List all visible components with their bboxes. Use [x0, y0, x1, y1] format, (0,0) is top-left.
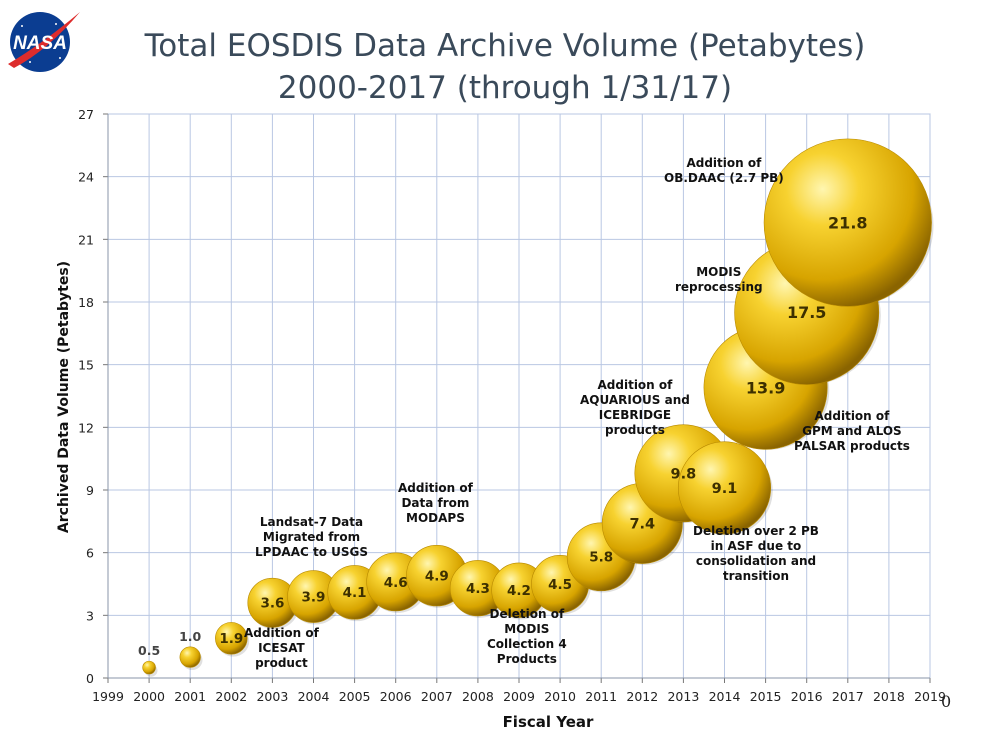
x-axis-label: Fiscal Year [503, 713, 594, 731]
x-tick-label: 1999 [92, 689, 124, 704]
x-tick-label: 2002 [215, 689, 247, 704]
x-tick-label: 2017 [832, 689, 864, 704]
data-label-2010: 4.5 [548, 577, 572, 593]
data-labels: 0.5 1.0 1.9 3.6 3.9 4.1 4.6 4.9 4.3 4.2 4.5 5.8 7.4 9… [138, 213, 868, 658]
bubble-2000 [142, 660, 156, 675]
y-axis-label: Archived Data Volume (Petabytes) [56, 261, 72, 533]
y-tick-label: 21 [78, 232, 94, 247]
x-tick-label: 2008 [462, 689, 494, 704]
x-tick-label: 2014 [709, 689, 741, 704]
chart-title-line-2: 2000-2017 (through 1/31/17) [277, 70, 733, 106]
annotation-ob-daac: Addition of OB.DAAC (2.7 PB) [664, 156, 784, 185]
data-label-2016: 17.5 [787, 303, 826, 322]
x-tick-label: 2006 [380, 689, 412, 704]
y-tick-label: 24 [78, 170, 94, 185]
edge-mark: 0 [941, 692, 952, 711]
bubble-2014 [677, 441, 772, 535]
data-label-2002: 1.9 [219, 631, 243, 647]
nasa-logo: NASA [8, 12, 80, 72]
bubble-2002 [215, 622, 248, 655]
x-tick-label: 2019 [914, 689, 946, 704]
data-label-2013: 9.8 [671, 467, 697, 483]
y-tick-label: 12 [78, 420, 94, 435]
annotation-aquarious-icebridge: Addition of AQUARIOUS and ICEBRIDGE product… [580, 378, 690, 437]
x-tick-label: 2015 [750, 689, 782, 704]
data-label-2009: 4.2 [507, 583, 531, 599]
y-tick-label: 27 [78, 107, 94, 122]
x-tick-label: 2003 [256, 689, 288, 704]
data-label-2003: 3.6 [260, 596, 284, 612]
data-label-2000: 0.5 [138, 643, 160, 658]
data-label-2012: 7.4 [629, 517, 655, 533]
x-tick-label: 2007 [421, 689, 453, 704]
x-tick-label: 2018 [873, 689, 905, 704]
y-tick-label: 9 [86, 483, 94, 498]
data-label-2014: 9.1 [712, 481, 738, 497]
annotation-modis-collection-4: Deletion of MODIS Collection 4 Products [487, 607, 567, 666]
data-label-2008: 4.3 [466, 581, 490, 597]
x-tick-label: 2001 [174, 689, 206, 704]
axes: 1999 2000 2001 2002 2003 2004 2005 2006 2007 2008… [78, 107, 946, 704]
x-tick-label: 2005 [339, 689, 371, 704]
annotation-icesat: Addition of ICESAT product [244, 626, 319, 670]
y-tick-label: 15 [78, 358, 94, 373]
chart-title-line-1: Total EOSDIS Data Archive Volume (Petaby… [144, 28, 866, 64]
y-tick-label: 18 [78, 295, 94, 310]
bubbles [142, 138, 934, 677]
annotation-gpm-alos: Addition of GPM and ALOS PALSAR products [794, 409, 910, 453]
x-tick-label: 2013 [667, 689, 699, 704]
nasa-logo-vector [8, 12, 80, 68]
y-tick-label: 6 [86, 546, 94, 561]
data-label-2005: 4.1 [343, 585, 367, 601]
x-tick-label: 2011 [585, 689, 617, 704]
data-label-2007: 4.9 [425, 569, 449, 585]
data-label-2006: 4.6 [384, 575, 408, 591]
x-tick-label: 2000 [133, 689, 165, 704]
bubble-2001 [179, 646, 201, 668]
annotation-landsat-7: Landsat-7 Data Migrated from LPDAAC to USG… [255, 515, 368, 559]
x-tick-label: 2016 [791, 689, 823, 704]
x-tick-label: 2009 [503, 689, 535, 704]
x-tick-label: 2012 [626, 689, 658, 704]
data-label-2001: 1.0 [179, 629, 201, 644]
annotation-modis-reprocessing: MODIS reprocessing [675, 265, 763, 294]
annotation-modaps: Addition of Data from MODAPS [398, 481, 473, 525]
data-label-2015: 13.9 [746, 378, 785, 397]
data-label-2011: 5.8 [589, 550, 613, 566]
nasa-logo-text: NASA [13, 33, 67, 54]
data-label-2004: 3.9 [302, 589, 326, 605]
y-tick-label: 0 [86, 671, 94, 686]
x-tick-label: 2010 [544, 689, 576, 704]
bubble-2017 [763, 138, 932, 307]
y-tick-label: 3 [86, 608, 94, 623]
data-label-2017: 21.8 [828, 213, 867, 232]
x-tick-label: 2004 [298, 689, 330, 704]
annotation-asf-deletion: Deletion over 2 PB in ASF due to consolida… [693, 524, 819, 583]
